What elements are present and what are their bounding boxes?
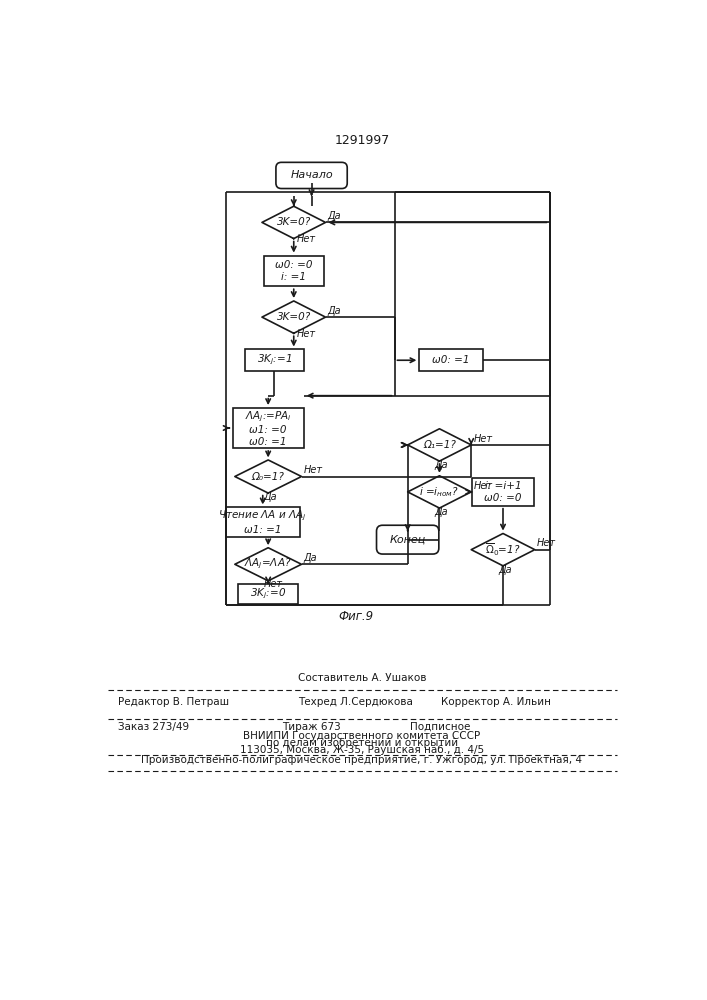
Text: $i$ =$i_{ном}$?: $i$ =$i_{ном}$? [419,485,460,499]
Text: Ω₁=1?: Ω₁=1? [423,440,456,450]
Text: 3K$_j$:=0: 3K$_j$:=0 [250,586,286,601]
Text: Чтение ΛА и ΛA$_j$
ω1: =1: Чтение ΛА и ΛA$_j$ ω1: =1 [218,509,307,535]
Text: ω0: =1: ω0: =1 [432,355,470,365]
Text: Нет: Нет [304,465,323,475]
Text: Конец: Конец [390,535,426,545]
Bar [233,408,304,448]
Text: Да: Да [264,492,277,502]
Text: Нет: Нет [297,329,316,339]
Text: Нет: Нет [297,234,316,244]
Text: Нет: Нет [474,481,493,491]
Bar [226,507,300,537]
Text: Нет: Нет [474,434,493,444]
Text: Производственно-полиграфическое предприятие, г. Ужгород, ул. Проектная, 4: Производственно-полиграфическое предприя… [141,755,583,765]
Bar [419,349,483,371]
Bar [238,584,298,604]
Text: 113035, Москва, Ж-35, Раушская наб., д. 4/5: 113035, Москва, Ж-35, Раушская наб., д. … [240,745,484,755]
Text: по делам изобретений и открытий: по делам изобретений и открытий [266,738,458,748]
Text: Да: Да [327,211,341,221]
Text: Да: Да [435,460,448,470]
Text: Ω₀=1?: Ω₀=1? [252,472,285,482]
Text: 1291997: 1291997 [334,134,390,147]
Text: 3K=0?: 3K=0? [276,217,311,227]
Text: Составитель А. Ушаков: Составитель А. Ушаков [298,673,426,683]
Text: 3K$_j$:=1: 3K$_j$:=1 [257,353,292,367]
Text: ω0: =0
i: =1: ω0: =0 i: =1 [275,260,312,282]
Text: Да: Да [498,565,512,575]
Bar [472,478,534,506]
Text: Корректор А. Ильин: Корректор А. Ильин [441,697,551,707]
Text: Да: Да [435,507,448,517]
Text: Да: Да [304,553,317,563]
Bar [245,349,304,371]
Text: Тираж 673: Тираж 673 [282,722,341,732]
Text: Техред Л.Сердюкова: Техред Л.Сердюкова [298,697,412,707]
Text: Редактор В. Петраш: Редактор В. Петраш [118,697,229,707]
Text: ΛA$_j$:=PA$_i$
ω1: =0
ω0: =1: ΛA$_j$:=PA$_i$ ω1: =0 ω0: =1 [245,409,291,447]
Text: $\overline{\Omega}_0$=1?: $\overline{\Omega}_0$=1? [485,541,521,558]
Text: Нет: Нет [264,579,283,589]
Text: Начало: Начало [291,170,333,180]
Text: Да: Да [327,306,341,316]
Text: Заказ 273/49: Заказ 273/49 [118,722,189,732]
Text: ΛA$_j$=ΛA?: ΛA$_j$=ΛA? [245,557,292,571]
Text: Подписное: Подписное [410,722,470,732]
Text: i: =i+1
ω0: =0: i: =i+1 ω0: =0 [484,481,522,503]
Text: Нет: Нет [537,538,556,548]
Text: Фиг.9: Фиг.9 [338,610,373,624]
Text: 3K=0?: 3K=0? [276,312,311,322]
Bar [264,256,324,286]
Text: ВНИИПИ Государственного комитета СССР: ВНИИПИ Государственного комитета СССР [243,731,481,741]
